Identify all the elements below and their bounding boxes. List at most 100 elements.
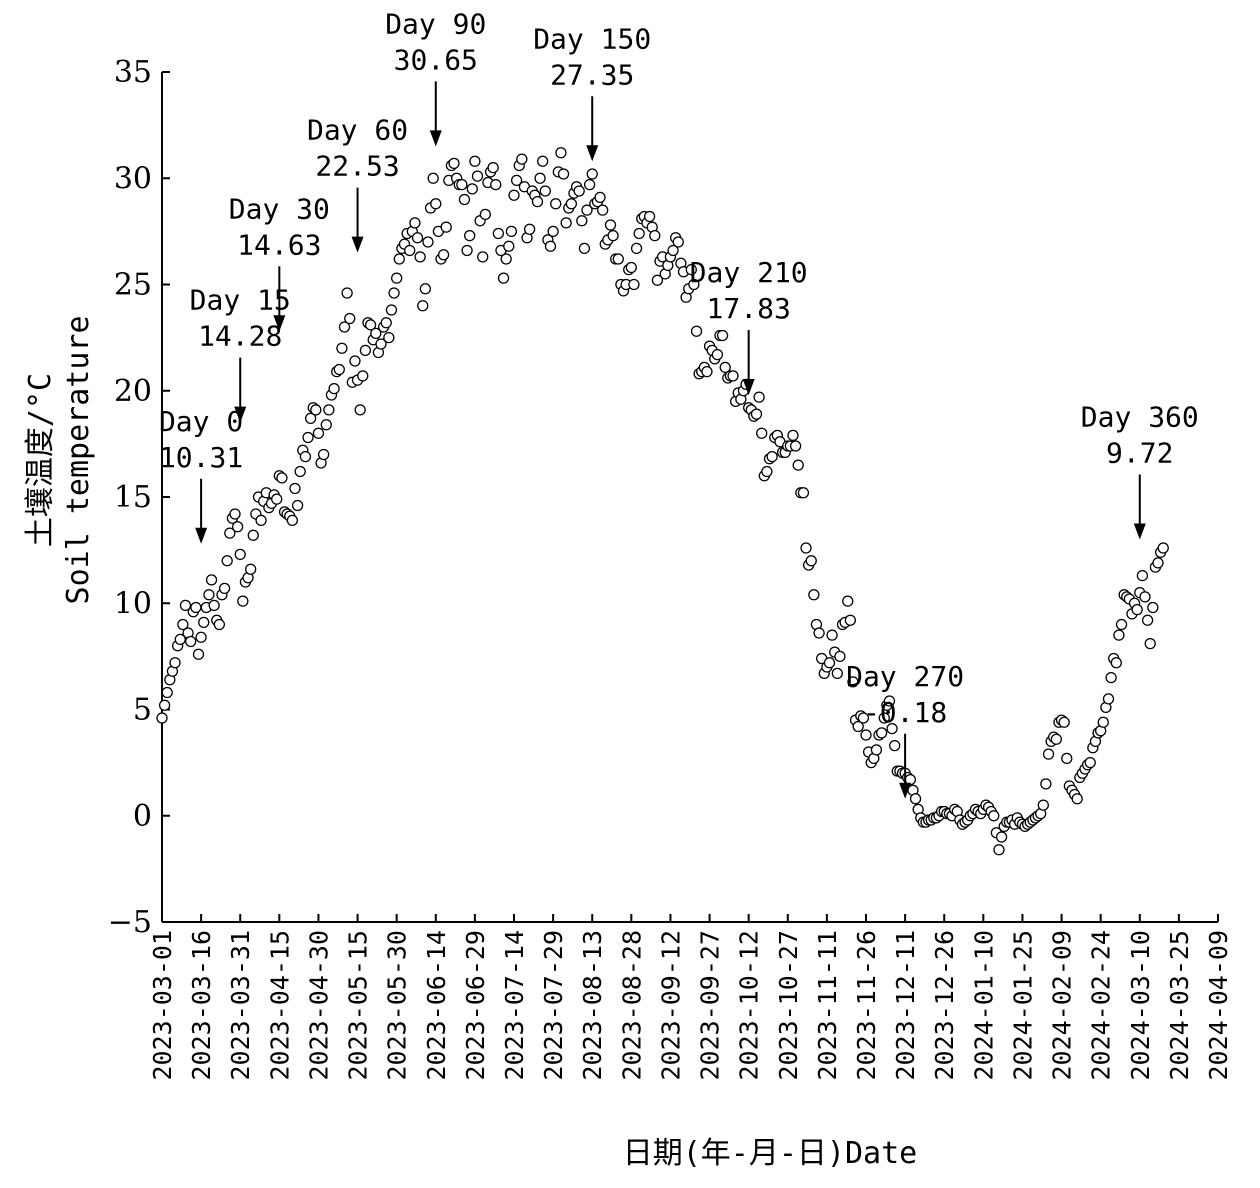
data-point <box>229 508 241 520</box>
data-point <box>831 667 843 680</box>
data-point <box>842 595 854 607</box>
data-point <box>437 249 450 261</box>
data-point <box>852 720 864 733</box>
data-point <box>271 493 283 505</box>
annotation-value-label: 9.72 <box>1106 437 1173 470</box>
data-point <box>487 161 499 174</box>
data-point <box>156 712 168 724</box>
data-point <box>808 589 820 601</box>
annotation-arrow-head <box>273 315 286 332</box>
annotation-value-label: 27.35 <box>550 58 634 91</box>
data-point <box>1105 671 1117 684</box>
data-point <box>909 793 922 805</box>
data-point <box>701 365 713 378</box>
data-point <box>198 616 210 629</box>
data-point <box>1050 733 1062 745</box>
data-point <box>409 217 421 229</box>
data-point <box>276 472 288 484</box>
y-tick-label: 5 <box>133 693 152 728</box>
data-point <box>237 595 249 607</box>
data-point <box>875 727 888 739</box>
annotation-value-label: -0.18 <box>863 696 947 729</box>
data-point <box>456 178 468 191</box>
data-point <box>359 344 372 357</box>
x-tick-label: 2023-08-28 <box>617 930 646 1081</box>
data-point <box>690 325 703 337</box>
data-point <box>628 278 640 291</box>
data-point <box>716 329 729 342</box>
data-point <box>464 229 476 242</box>
y-axis-title-en: Soil temperature <box>61 316 96 605</box>
data-point <box>672 236 684 248</box>
data-point <box>380 317 392 329</box>
annotation-value-label: 17.83 <box>707 292 791 325</box>
data-point <box>625 261 637 274</box>
data-point <box>312 427 325 439</box>
y-tick-label: 30 <box>114 161 152 196</box>
data-point <box>1139 591 1151 603</box>
data-point <box>1131 603 1143 616</box>
data-point <box>889 739 901 752</box>
x-tick-label: 2024-03-10 <box>1126 930 1155 1081</box>
y-tick-label: 15 <box>114 480 152 515</box>
data-point <box>383 331 395 344</box>
data-point <box>1115 618 1128 631</box>
annotation-day-label: Day 360 <box>1081 401 1199 434</box>
data-point <box>544 240 557 252</box>
data-point <box>555 147 567 159</box>
data-point <box>349 355 361 367</box>
x-tick-label: 2023-03-16 <box>187 930 216 1081</box>
data-point <box>847 676 859 688</box>
data-point <box>607 229 619 242</box>
data-point <box>391 272 403 284</box>
annotation-value-label: 14.28 <box>198 320 282 353</box>
x-tick-label: 2023-03-31 <box>226 930 255 1081</box>
data-point <box>320 419 332 431</box>
data-point <box>727 370 739 382</box>
x-tick-label: 2023-05-15 <box>344 930 373 1081</box>
data-point <box>458 193 471 206</box>
data-point <box>466 183 478 195</box>
data-point <box>404 244 416 257</box>
data-point <box>471 170 484 182</box>
data-point <box>857 712 870 724</box>
data-point <box>414 251 426 263</box>
annotation-day-label: Day 90 <box>385 7 486 40</box>
data-point <box>823 657 836 669</box>
data-point <box>302 431 314 444</box>
data-point <box>750 408 763 420</box>
data-point <box>688 278 700 291</box>
data-point <box>328 382 340 395</box>
data-point <box>719 361 731 374</box>
annotation-day-label: Day 60 <box>307 114 408 147</box>
x-tick-label: 2023-11-26 <box>852 930 881 1081</box>
data-point <box>633 227 645 240</box>
data-point <box>221 555 233 567</box>
data-point <box>753 391 765 403</box>
data-point <box>304 412 317 425</box>
data-point <box>1071 793 1083 805</box>
x-axis-title: 日期(年-月-日)Date <box>623 1136 918 1171</box>
data-point <box>169 657 181 669</box>
data-point <box>224 527 236 539</box>
data-point <box>299 450 312 463</box>
data-point <box>161 686 173 699</box>
data-point <box>385 304 398 316</box>
data-point <box>878 712 890 724</box>
data-point <box>1141 614 1154 626</box>
data-point <box>417 300 429 312</box>
data-point <box>218 582 231 595</box>
data-point <box>649 229 661 242</box>
data-point <box>310 404 322 416</box>
x-tick-label: 2023-08-13 <box>578 930 607 1081</box>
data-point <box>344 312 356 325</box>
data-point <box>510 174 523 187</box>
annotation-day-label: Day 270 <box>846 660 964 693</box>
data-point <box>190 601 202 614</box>
data-point <box>469 155 481 167</box>
data-point <box>523 223 536 235</box>
data-point <box>800 542 812 554</box>
x-tick-label: 2023-04-15 <box>265 930 294 1081</box>
data-point <box>826 629 838 641</box>
data-point <box>318 448 330 461</box>
